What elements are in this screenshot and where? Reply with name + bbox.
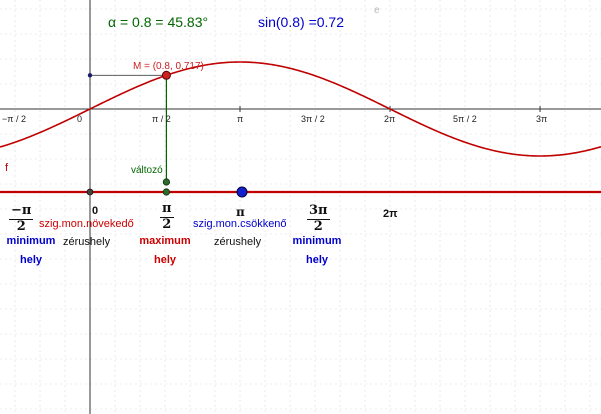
bottom-label-two-pi: 2π	[383, 208, 398, 220]
alpha-formula: α = 0.8 = 45.83°	[108, 14, 209, 30]
fraction-numerator: 3π	[307, 203, 330, 221]
fraction-numerator: π	[160, 201, 174, 219]
point-m-label: M = (0.8, 0.717)	[133, 61, 204, 72]
projection-point-x	[162, 178, 170, 186]
bottom-label-pi: π	[236, 205, 245, 219]
tick-label-two-pi: 2π	[384, 114, 396, 124]
corner-letter: e	[374, 5, 380, 16]
sine-curve[interactable]	[0, 61, 601, 157]
tick-label-zero: 0	[77, 114, 83, 124]
tick-label-three-half-pi: 3π / 2	[301, 114, 325, 124]
tick-label-half-pi: π / 2	[152, 114, 171, 124]
zero-place-left: zérushely	[63, 236, 111, 248]
annotation-line: hely	[153, 254, 176, 266]
zero-place-right: zérushely	[214, 236, 262, 248]
annotation-line: hely	[19, 254, 42, 266]
fraction-denominator: 2	[162, 217, 172, 233]
bottom-label-three-half-pi: 3π 2	[307, 203, 330, 235]
bottom-label-half-pi: π 2	[160, 201, 174, 233]
fraction-numerator: −π	[9, 203, 34, 221]
annotation-line: hely	[305, 254, 328, 266]
tick-label-pi: π	[237, 114, 244, 124]
decreasing-label: szig.mon.csökkenő	[193, 218, 287, 230]
tick-label-three-pi: 3π	[536, 114, 548, 124]
slider-label: változó	[131, 165, 163, 176]
bottom-label-zero: 0	[92, 205, 99, 217]
function-label: f	[5, 162, 9, 174]
slider-maximum-marker[interactable]	[236, 186, 248, 198]
point-m[interactable]	[161, 70, 171, 80]
bottom-label-neg-half-pi: −π 2	[9, 203, 34, 235]
tick-label-five-half-pi: 5π / 2	[453, 114, 477, 124]
annotation-line: maximum	[139, 235, 191, 247]
sine-formula: sin(0.8) =0.72	[258, 14, 344, 30]
slider-zero-point	[86, 188, 94, 196]
slider-knob[interactable]	[162, 188, 170, 196]
tick-label-neg-half-pi: −π / 2	[2, 114, 26, 124]
fraction-denominator: 2	[16, 219, 26, 235]
annotation-line: minimum	[292, 235, 342, 247]
maximum-place: maximum hely	[133, 232, 197, 270]
fraction-denominator: 2	[313, 219, 323, 235]
minimum-place-right: minimum hely	[286, 232, 348, 270]
increasing-label: szig.mon.növekedő	[39, 218, 134, 230]
annotation-line: minimum	[6, 235, 56, 247]
minimum-place-left: minimum hely	[2, 232, 60, 270]
projection-point-y	[87, 73, 93, 78]
